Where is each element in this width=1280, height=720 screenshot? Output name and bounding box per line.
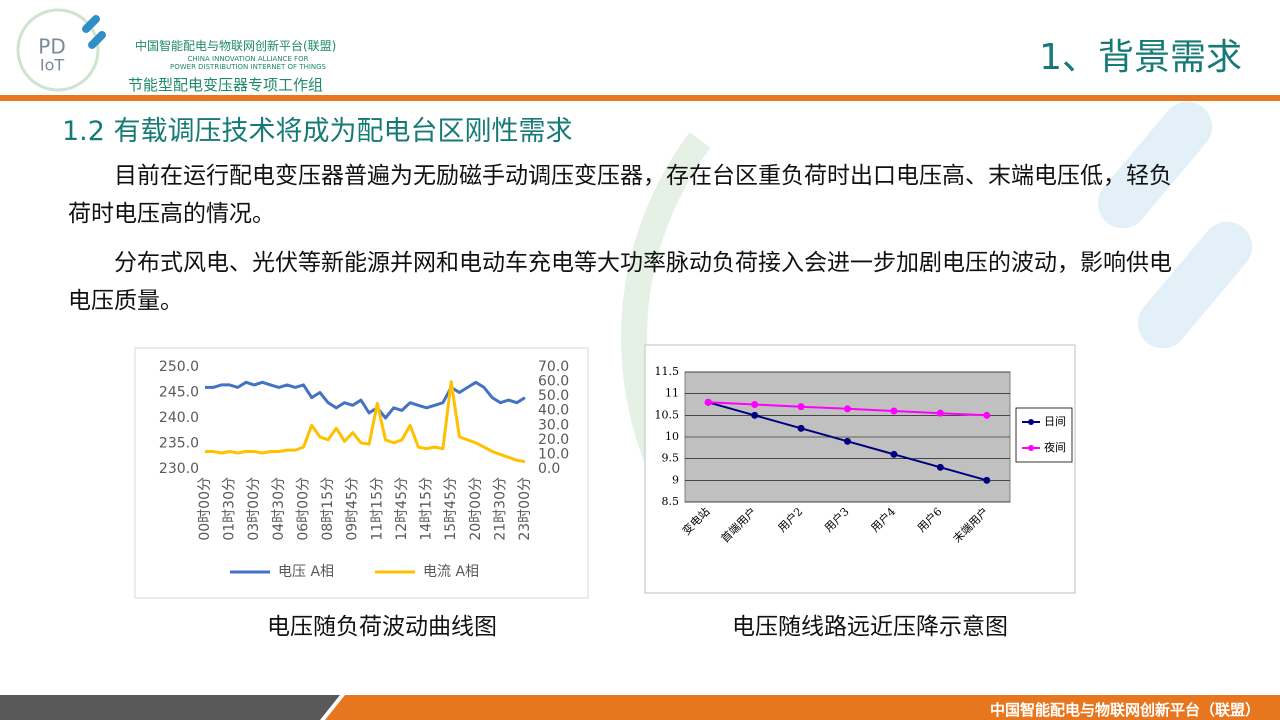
x-tick-label: 11时15分 [369, 477, 385, 541]
org-name-en-line: POWER DISTRIBUTION INTERNET OF THINGS [170, 63, 326, 71]
org-name-en-line: CHINA INNOVATION ALLIANCE FOR [187, 55, 309, 63]
x-tick-label: 04时30分 [271, 477, 287, 541]
data-point [936, 463, 944, 471]
y2-tick-label: 0.0 [538, 461, 560, 477]
watermark-shape [1097, 101, 1213, 229]
org-name: 中国智能配电与物联网创新平台(联盟) [135, 39, 337, 53]
y-tick-label: 10.5 [655, 408, 680, 421]
logo-ring [16, 8, 100, 92]
x-tick-label: 00时00分 [197, 477, 213, 541]
footer-text: 中国智能配电与物联网创新平台（联盟） [989, 701, 1260, 719]
y2-tick-label: 40.0 [538, 403, 569, 419]
chart-caption: 电压随线路远近压降示意图 [732, 614, 1008, 640]
x-tick-label: 09时45分 [345, 477, 361, 541]
y2-tick-label: 10.0 [538, 446, 569, 462]
x-tick-label: 03时00分 [246, 477, 262, 541]
x-tick-label: 用户3 [821, 504, 851, 534]
y2-tick-label: 30.0 [538, 417, 569, 433]
x-tick-label: 首端用户 [718, 504, 759, 545]
x-tick-label: 用户6 [914, 504, 944, 534]
y-tick-label: 235.0 [159, 436, 199, 452]
y2-tick-label: 20.0 [538, 432, 569, 448]
x-tick-label: 用户4 [868, 504, 898, 534]
x-tick-label: 01时30分 [222, 477, 238, 541]
x-tick-label: 23时00分 [517, 477, 533, 541]
y2-tick-label: 60.0 [538, 374, 569, 390]
x-tick-label: 用户2 [775, 504, 805, 534]
x-tick-label: 08时15分 [320, 477, 336, 541]
x-tick-label: 15时45分 [443, 477, 459, 541]
data-point [751, 411, 759, 419]
y-tick-label: 230.0 [159, 461, 199, 477]
y-tick-label: 10 [665, 430, 679, 443]
y-tick-label: 8.5 [662, 495, 680, 508]
legend-marker [1028, 445, 1034, 451]
x-tick-label: 06时00分 [295, 477, 311, 541]
x-tick-label: 20时00分 [468, 477, 484, 541]
series-line [205, 380, 526, 420]
logo-stroke [88, 31, 106, 49]
paragraph: 目前在运行配电变压器普遍为无励磁手动调压变压器，存在台区重负荷时出口电压高、末端… [68, 163, 1172, 227]
footer-bar [325, 695, 1280, 720]
legend-label: 日间 [1044, 415, 1066, 428]
data-point [983, 411, 991, 419]
paragraph: 分布式风电、光伏等新能源并网和电动车充电等大功率脉动负荷接入会进一步加剧电压的波… [68, 250, 1172, 314]
x-tick-label: 变电站 [679, 504, 712, 537]
group-name: 节能型配电变压器专项工作组 [128, 76, 324, 94]
y-tick-label: 9 [672, 473, 679, 486]
legend-box [1015, 407, 1073, 463]
section-title: 1.2 有载调压技术将成为配电台区刚性需求 [62, 116, 573, 147]
slide-title: 1、背景需求 [1039, 37, 1242, 78]
series-line [205, 380, 526, 464]
legend-label: 电流 A相 [423, 564, 479, 580]
data-point [890, 407, 898, 415]
watermark-shape [1137, 221, 1253, 349]
data-point [751, 401, 759, 408]
y2-tick-label: 70.0 [538, 359, 569, 375]
data-point [890, 450, 898, 458]
data-point [704, 398, 712, 406]
logo-text: PD [38, 35, 65, 59]
legend-label: 夜间 [1044, 440, 1066, 454]
logo-text: IoT [40, 56, 65, 75]
y-tick-label: 11.5 [655, 365, 680, 378]
chart-frame [134, 347, 589, 599]
y-tick-label: 245.0 [159, 385, 199, 401]
x-tick-label: 12时45分 [394, 477, 410, 541]
data-point [844, 437, 851, 445]
y-tick-label: 11 [665, 387, 679, 400]
data-point [797, 424, 805, 432]
logo-stroke [82, 15, 100, 33]
x-tick-label: 末端用户 [950, 504, 991, 545]
data-point [983, 476, 991, 484]
x-tick-label: 14时15分 [419, 477, 435, 541]
footer-bar [0, 695, 340, 720]
org-name-en: CHINA INNOVATION ALLIANCE FOR POWER DISTR… [148, 55, 348, 71]
y-tick-label: 250.0 [159, 359, 199, 375]
y-tick-label: 9.5 [662, 452, 680, 465]
y2-tick-label: 50.0 [538, 388, 569, 404]
legend-marker [1028, 419, 1034, 425]
data-point [797, 403, 805, 411]
header-rule [0, 95, 1280, 101]
data-point [936, 409, 944, 417]
data-point [844, 405, 851, 413]
chart-caption: 电压随负荷波动曲线图 [267, 614, 497, 640]
y-tick-label: 240.0 [159, 410, 199, 426]
x-tick-label: 21时30分 [492, 477, 508, 541]
legend-label: 电压 A相 [278, 564, 334, 580]
